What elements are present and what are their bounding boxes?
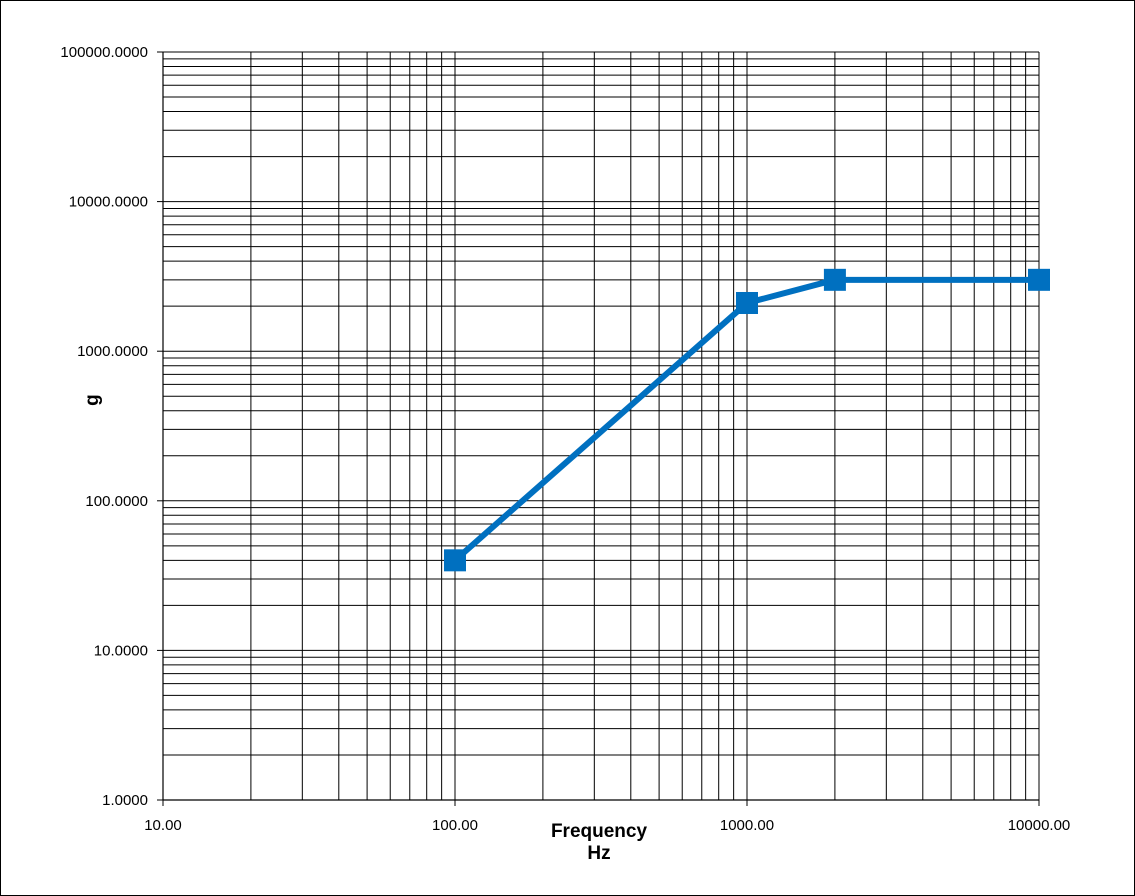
x-tick-label: 1000.00 [720,817,774,834]
y-tick-label: 10.0000 [94,642,148,659]
y-tick-label: 100.0000 [85,493,148,510]
y-axis-title: g [82,394,103,406]
data-point-marker [444,549,466,572]
x-axis-title-line-2: Hz [587,843,610,864]
axes [157,51,1040,806]
tick-labels: 10.00 100.00 1000.00 10000.00 1.0000 10.0000 1… [60,44,1070,834]
grid [162,51,1040,801]
x-tick-label: 100.00 [432,817,478,834]
data-point-marker [736,291,758,314]
y-tick-label: 1.0000 [102,792,148,809]
data-series [444,268,1050,572]
data-point-marker [1028,268,1050,291]
y-tick-label: 100000.0000 [60,44,148,61]
data-point-marker [823,268,846,291]
y-tick-label: 10000.0000 [69,194,148,211]
series-line [453,276,1039,563]
x-axis-title-line-1: Frequency [551,821,648,842]
x-tick-label: 10000.00 [1008,817,1071,834]
y-tick-label: 1000.0000 [77,343,148,360]
x-tick-label: 10.00 [144,817,182,834]
